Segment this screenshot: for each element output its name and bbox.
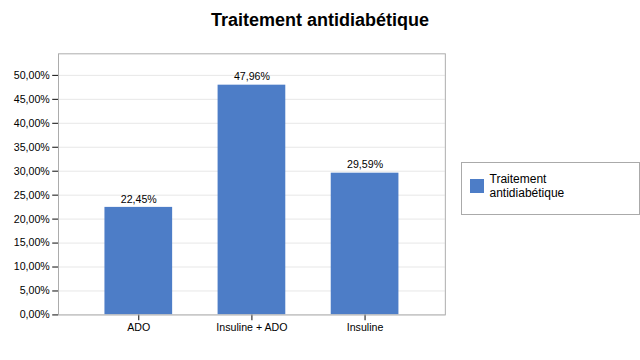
svg-text:Insuline: Insuline — [347, 321, 384, 333]
svg-text:ADO: ADO — [127, 321, 150, 333]
svg-text:40,00%: 40,00% — [14, 117, 51, 129]
html-text:Traitement antidiabétique: Traitement antidiabétique — [489, 171, 565, 200]
svg-text:50,00%: 50,00% — [14, 69, 51, 81]
svg-text:15,00%: 15,00% — [14, 236, 51, 248]
html-text:Traitement antidiabétique: Traitement antidiabétique — [211, 10, 429, 30]
svg-text:30,00%: 30,00% — [14, 165, 51, 177]
svg-text:5,00%: 5,00% — [20, 284, 51, 296]
svg-text:47,96%: 47,96% — [234, 70, 271, 82]
svg-text:45,00%: 45,00% — [14, 93, 51, 105]
svg-text:22,45%: 22,45% — [121, 193, 158, 205]
svg-text:0,00%: 0,00% — [20, 308, 51, 320]
svg-text:Insuline + ADO: Insuline + ADO — [216, 321, 287, 333]
svg-text:10,00%: 10,00% — [14, 260, 51, 272]
svg-text:35,00%: 35,00% — [14, 141, 51, 153]
svg-text:29,59%: 29,59% — [347, 158, 384, 170]
svg-text:20,00%: 20,00% — [14, 213, 51, 225]
svg-text:25,00%: 25,00% — [14, 189, 51, 201]
